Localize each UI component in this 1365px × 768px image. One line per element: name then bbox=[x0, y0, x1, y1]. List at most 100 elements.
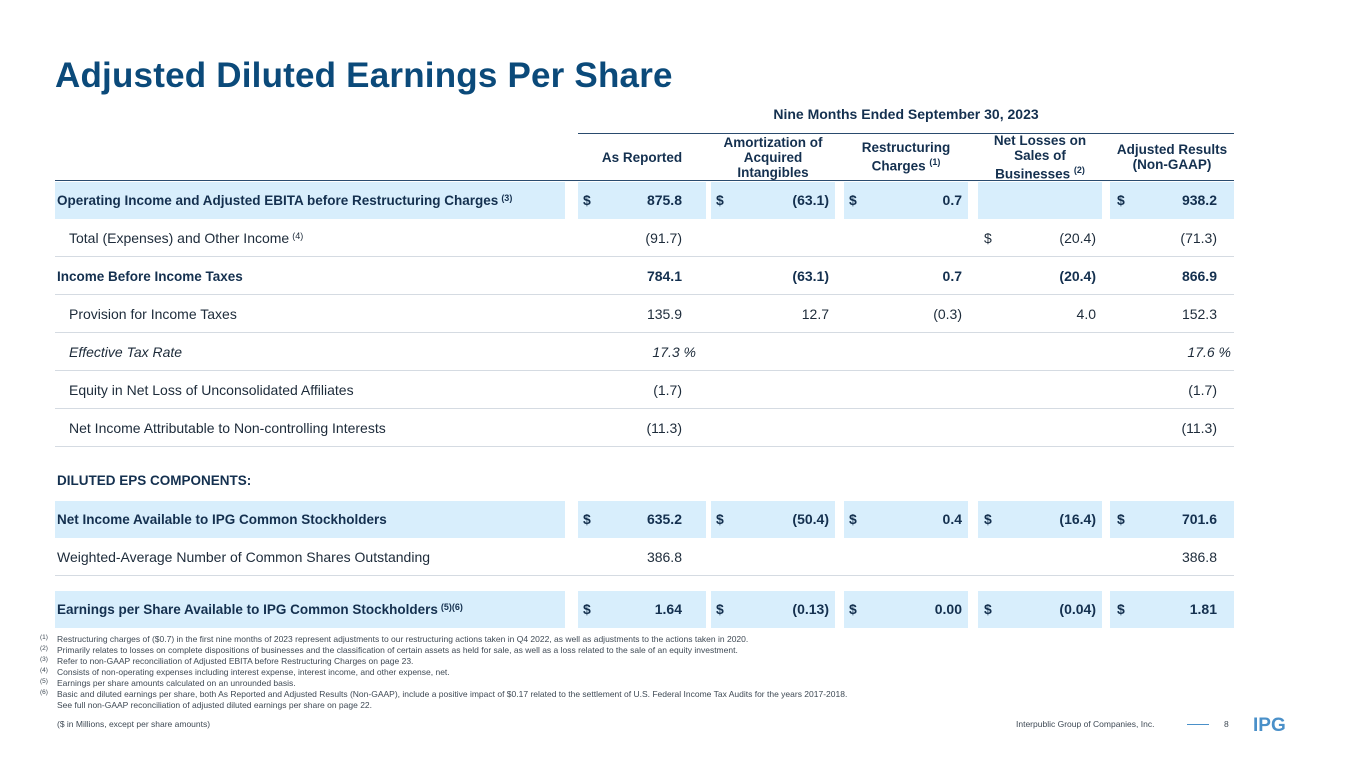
cell-highlight bbox=[844, 501, 968, 538]
cell-value: (71.3) bbox=[1180, 230, 1217, 246]
footnote-text: Consists of non-operating expenses inclu… bbox=[57, 667, 450, 677]
cell-highlight bbox=[978, 182, 1102, 219]
row-separator bbox=[55, 446, 1234, 447]
row-label: Equity in Net Loss of Unconsolidated Aff… bbox=[69, 371, 354, 409]
row-separator bbox=[55, 370, 1234, 371]
header-bottom-rule bbox=[55, 180, 1234, 181]
cell-highlight bbox=[978, 501, 1102, 538]
cell-highlight bbox=[578, 501, 706, 538]
row-label: Income Before Income Taxes bbox=[57, 257, 243, 295]
units-note: ($ in Millions, except per share amounts… bbox=[57, 719, 211, 729]
footnote-text: See full non-GAAP reconciliation of adju… bbox=[57, 700, 373, 710]
row-label-text: Net Income Attributable to Non-controlli… bbox=[69, 420, 386, 436]
footnote: (4) Consists of non-operating expenses in… bbox=[40, 667, 1040, 678]
footnote-ref: (2) bbox=[1073, 164, 1085, 175]
row-label-text: Total (Expenses) and Other Income bbox=[69, 230, 290, 246]
cell-highlight bbox=[711, 591, 835, 628]
row-label-text: Income Before Income Taxes bbox=[57, 268, 243, 284]
cell-value: 0.7 bbox=[942, 268, 962, 284]
company-name: Interpublic Group of Companies, Inc. bbox=[1016, 719, 1155, 729]
currency-symbol: $ bbox=[1117, 601, 1125, 617]
cell-highlight bbox=[711, 182, 835, 219]
cell-value: (11.3) bbox=[1181, 420, 1217, 436]
row-label-text: Operating Income and Adjusted EBITA befo… bbox=[57, 192, 499, 208]
cell-highlight bbox=[844, 182, 968, 219]
footnote-mark: (1) bbox=[40, 634, 48, 641]
row-separator bbox=[55, 294, 1234, 295]
currency-symbol: $ bbox=[716, 511, 724, 527]
cell-value: 135.9 bbox=[646, 306, 682, 322]
footnote: See full non-GAAP reconciliation of adju… bbox=[40, 700, 1040, 711]
footer-divider bbox=[1187, 724, 1209, 725]
currency-symbol: $ bbox=[1117, 192, 1125, 208]
table-row: Net Income Available to IPG Common Stock… bbox=[55, 500, 1234, 538]
page-title: Adjusted Diluted Earnings Per Share bbox=[55, 56, 673, 95]
cell-value: 1.81 bbox=[1189, 601, 1217, 617]
cell-value: 1.64 bbox=[654, 601, 682, 617]
footnote-ref: (4) bbox=[292, 231, 304, 241]
footnote-text: Refer to non-GAAP reconciliation of Adju… bbox=[57, 656, 414, 666]
row-separator bbox=[55, 575, 1234, 576]
currency-symbol: $ bbox=[716, 601, 724, 617]
cell-value: (50.4) bbox=[792, 511, 829, 527]
row-label: Total (Expenses) and Other Income (4) bbox=[69, 219, 303, 257]
cell-value: (0.3) bbox=[933, 306, 962, 322]
footnote-mark: (3) bbox=[40, 656, 48, 663]
row-separator bbox=[55, 332, 1234, 333]
cell-value: 12.7 bbox=[801, 306, 829, 322]
cell-highlight bbox=[578, 182, 706, 219]
cell-highlight bbox=[1110, 501, 1234, 538]
column-header-as-reported: As Reported bbox=[578, 134, 706, 180]
currency-symbol: $ bbox=[583, 192, 591, 208]
row-label: Operating Income and Adjusted EBITA befo… bbox=[57, 181, 512, 219]
row-label: Net Income Attributable to Non-controlli… bbox=[69, 409, 386, 447]
row-label: Provision for Income Taxes bbox=[69, 295, 237, 333]
cell-value: (20.4) bbox=[1059, 268, 1096, 284]
row-highlight bbox=[55, 591, 565, 628]
column-header-restructuring: Restructuring Charges (1) bbox=[844, 134, 968, 180]
cell-value: (16.4) bbox=[1059, 511, 1096, 527]
footnote-text: Basic and diluted earnings per share, bo… bbox=[57, 689, 848, 699]
logo-lettering: IPG bbox=[1253, 715, 1286, 733]
table-row: Weighted-Average Number of Common Shares… bbox=[55, 538, 1234, 576]
header-rule bbox=[578, 133, 1234, 134]
currency-symbol: $ bbox=[716, 192, 724, 208]
cell-value: 4.0 bbox=[1076, 306, 1096, 322]
column-header-amortization: Amortization of Acquired Intangibles bbox=[711, 134, 835, 180]
footnotes: (1) Restructuring charges of ($0.7) in th… bbox=[40, 634, 1040, 711]
period-header: Nine Months Ended September 30, 2023 bbox=[773, 106, 1039, 122]
row-label-text: Earnings per Share Available to IPG Comm… bbox=[57, 601, 438, 617]
footnote: (1) Restructuring charges of ($0.7) in th… bbox=[40, 634, 1040, 645]
cell-highlight bbox=[1110, 182, 1234, 219]
footnote-ref: (3) bbox=[501, 193, 513, 203]
cell-highlight bbox=[711, 501, 835, 538]
cell-value: 0.00 bbox=[934, 601, 962, 617]
table-row: Total (Expenses) and Other Income (4) (91.… bbox=[55, 219, 1234, 257]
cell-value: 701.6 bbox=[1181, 511, 1217, 527]
currency-symbol: $ bbox=[849, 511, 857, 527]
cell-value: 866.9 bbox=[1181, 268, 1217, 284]
column-header-label: Restructuring Charges bbox=[861, 140, 951, 174]
row-label: Weighted-Average Number of Common Shares… bbox=[57, 538, 430, 576]
cell-value: (0.04) bbox=[1059, 601, 1096, 617]
footnote: (5) Earnings per share amounts calculated… bbox=[40, 678, 1040, 689]
footnote-mark: (6) bbox=[40, 689, 48, 696]
row-separator bbox=[55, 256, 1234, 257]
currency-symbol: $ bbox=[849, 192, 857, 208]
cell-value: (20.4) bbox=[1059, 230, 1096, 246]
column-header-label: Adjusted Results (Non-GAAP) bbox=[1116, 142, 1228, 172]
footnote: (6) Basic and diluted earnings per share,… bbox=[40, 689, 1040, 700]
cell-value: (63.1) bbox=[792, 192, 829, 208]
cell-value: 784.1 bbox=[646, 268, 682, 284]
row-label-text: Provision for Income Taxes bbox=[69, 306, 237, 322]
page-number: 8 bbox=[1224, 719, 1229, 729]
row-label: Effective Tax Rate bbox=[69, 333, 182, 371]
cell-highlight bbox=[978, 591, 1102, 628]
cell-value: (11.3) bbox=[646, 420, 682, 436]
footnote-mark: (2) bbox=[40, 645, 48, 652]
footnote-text: Primarily relates to losses on complete … bbox=[57, 645, 738, 655]
footnote-text: Earnings per share amounts calculated on… bbox=[57, 678, 296, 688]
footnote: (2) Primarily relates to losses on comple… bbox=[40, 645, 1040, 656]
currency-symbol: $ bbox=[1117, 511, 1125, 527]
table-row: Operating Income and Adjusted EBITA befo… bbox=[55, 181, 1234, 219]
